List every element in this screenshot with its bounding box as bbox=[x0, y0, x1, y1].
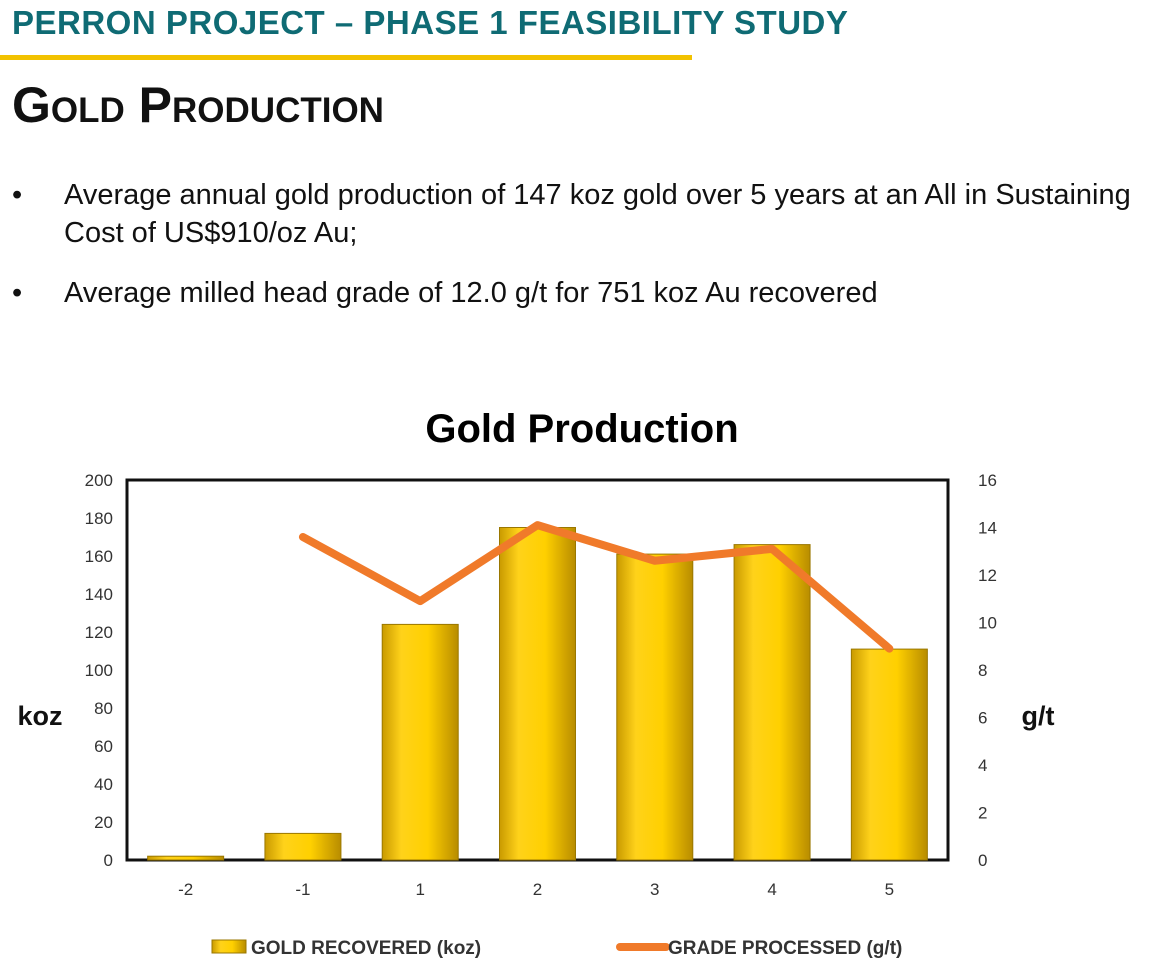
title-underline bbox=[0, 55, 692, 60]
y2-tick-label: 12 bbox=[978, 566, 997, 585]
x-tick-label: 3 bbox=[650, 880, 659, 899]
x-tick-label: 2 bbox=[533, 880, 542, 899]
bullet-dot-icon: • bbox=[12, 179, 23, 211]
bar-series bbox=[147, 527, 928, 861]
bullet-item: • Average milled head grade of 12.0 g/t … bbox=[12, 274, 1162, 312]
y-tick-label: 160 bbox=[85, 547, 113, 566]
bullet-text: Average milled head grade of 12.0 g/t fo… bbox=[64, 277, 878, 309]
y-axis-label: koz bbox=[17, 701, 62, 731]
y2-axis-label: g/t bbox=[1022, 701, 1055, 731]
y-axis-ticks: 0 20 40 60 80 100 120 140 160 180 200 bbox=[85, 471, 113, 870]
y2-tick-label: 0 bbox=[978, 851, 987, 870]
bullet-dot-icon: • bbox=[12, 277, 23, 309]
x-tick-label: 1 bbox=[415, 880, 424, 899]
legend: GOLD RECOVERED (koz) GRADE PROCESSED (g/… bbox=[211, 938, 902, 959]
y-tick-label: 0 bbox=[104, 851, 113, 870]
y-tick-label: 20 bbox=[94, 813, 113, 832]
chart-title: Gold Production bbox=[425, 407, 738, 451]
bar-gold-recovered bbox=[616, 553, 694, 861]
x-axis-ticks: -2 -1 1 2 3 4 5 bbox=[178, 880, 894, 899]
slide-title: Gold Production bbox=[12, 77, 384, 133]
gold-production-chart: Gold Production 020406080100120140160180… bbox=[17, 407, 1055, 959]
line-grade-processed bbox=[298, 521, 894, 653]
legend-line-label: GRADE PROCESSED (g/t) bbox=[668, 938, 902, 959]
project-title: PERRON PROJECT – PHASE 1 FEASIBILITY STU… bbox=[12, 4, 849, 41]
bullet-list: • Average annual gold production of 147 … bbox=[12, 176, 1162, 334]
x-tick-label: -1 bbox=[295, 880, 310, 899]
y-tick-label: 80 bbox=[94, 699, 113, 718]
y-tick-label: 180 bbox=[85, 509, 113, 528]
y-tick-label: 140 bbox=[85, 585, 113, 604]
bar-gold-recovered bbox=[850, 648, 928, 861]
y-tick-label: 120 bbox=[85, 623, 113, 642]
bar-gold-recovered bbox=[147, 855, 225, 861]
y2-axis-ticks: 0 2 4 6 8 10 12 14 16 bbox=[978, 471, 997, 870]
y-tick-label: 200 bbox=[85, 471, 113, 490]
legend-bar-label: GOLD RECOVERED (koz) bbox=[251, 938, 481, 959]
x-tick-label: -2 bbox=[178, 880, 193, 899]
bar-gold-recovered bbox=[499, 527, 576, 861]
bullet-text: Average annual gold production of 147 ko… bbox=[64, 179, 1131, 249]
bar-gold-recovered bbox=[733, 544, 811, 861]
y2-tick-label: 16 bbox=[978, 471, 997, 490]
bullet-item: • Average annual gold production of 147 … bbox=[12, 176, 1162, 252]
y2-tick-label: 2 bbox=[978, 804, 987, 823]
y2-tick-label: 8 bbox=[978, 661, 987, 680]
bar-gold-recovered bbox=[381, 623, 459, 861]
y2-tick-label: 4 bbox=[978, 756, 987, 775]
bar-gold-recovered bbox=[264, 832, 342, 861]
y-tick-label: 60 bbox=[94, 737, 113, 756]
y2-tick-label: 14 bbox=[978, 519, 997, 538]
line-series bbox=[298, 521, 894, 653]
y2-tick-label: 10 bbox=[978, 614, 997, 633]
y-tick-label: 40 bbox=[94, 775, 113, 794]
legend-bar-swatch bbox=[211, 939, 247, 954]
x-tick-label: 4 bbox=[767, 880, 776, 899]
y2-tick-label: 6 bbox=[978, 709, 987, 728]
y-tick-label: 100 bbox=[85, 661, 113, 680]
x-tick-label: 5 bbox=[885, 880, 894, 899]
